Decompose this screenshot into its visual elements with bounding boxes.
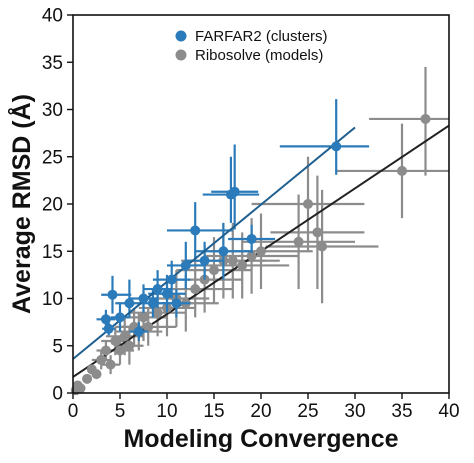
data-point [312, 227, 323, 238]
legend: FARFAR2 (clusters) Ribosolve (models) [175, 28, 328, 64]
y-tick-label: 15 [42, 242, 63, 263]
data-point [199, 255, 210, 266]
data-point [229, 186, 240, 197]
data-point [100, 345, 111, 356]
series-layer [70, 66, 450, 396]
x-tick-label: 10 [156, 401, 177, 422]
data-point [246, 233, 257, 244]
data-point [246, 250, 257, 261]
y-tick-label: 30 [42, 100, 63, 121]
x-tick-label: 30 [344, 401, 365, 422]
y-axis-ticks: 0 5 10 15 20 25 30 35 40 [42, 6, 73, 405]
x-axis-title: Modeling Convergence [123, 425, 398, 453]
data-point [162, 288, 172, 299]
x-tick-label: 0 [68, 401, 79, 422]
data-point [105, 359, 116, 370]
data-point [190, 284, 201, 295]
data-point [256, 246, 266, 257]
data-point [218, 246, 229, 257]
data-point [166, 274, 177, 285]
data-point [138, 293, 149, 304]
data-point [152, 284, 163, 295]
y-tick-label: 40 [42, 6, 63, 27]
legend-marker-farfar2 [175, 30, 187, 42]
x-tick-label: 20 [250, 401, 271, 422]
data-point [152, 307, 163, 318]
data-point [143, 321, 154, 332]
data-point [107, 289, 118, 300]
data-point [237, 260, 248, 271]
y-tick-label: 10 [42, 289, 63, 310]
data-point [91, 369, 102, 380]
data-point [100, 314, 111, 325]
data-point [331, 141, 342, 152]
x-tick-label: 40 [438, 401, 459, 422]
data-point [171, 298, 182, 309]
data-point [124, 298, 135, 309]
y-tick-label: 25 [42, 147, 63, 168]
data-point [227, 255, 238, 266]
data-point [317, 241, 328, 252]
y-tick-label: 35 [42, 53, 63, 74]
data-point [110, 336, 121, 347]
legend-label-ribosolve: Ribosolve (models) [195, 47, 323, 64]
data-point [115, 312, 125, 323]
data-point [190, 225, 201, 236]
data-point [75, 383, 86, 394]
y-axis-title: Average RMSD (Å) [7, 94, 36, 314]
x-axis-ticks: 0 5 10 15 20 25 30 35 40 [68, 393, 460, 422]
data-point [138, 312, 149, 323]
data-point [133, 326, 144, 337]
data-point [147, 298, 158, 309]
data-point [119, 331, 130, 342]
legend-label-farfar2: FARFAR2 (clusters) [195, 28, 328, 45]
data-point [420, 113, 431, 124]
data-point [82, 373, 93, 384]
points-farfar2 [100, 141, 342, 337]
data-point [103, 323, 114, 334]
y-tick-label: 20 [42, 195, 63, 216]
y-tick-label: 5 [52, 336, 63, 357]
data-point [293, 236, 304, 247]
series-farfar2 [72, 99, 370, 360]
x-tick-label: 15 [203, 401, 224, 422]
data-point [209, 265, 219, 276]
x-tick-label: 35 [391, 401, 412, 422]
x-tick-label: 25 [297, 401, 318, 422]
data-point [397, 165, 407, 176]
data-point [303, 199, 313, 209]
data-point [180, 260, 191, 271]
legend-marker-ribosolve [175, 49, 187, 61]
y-tick-label: 0 [52, 384, 63, 405]
x-tick-label: 5 [115, 401, 126, 422]
data-point [96, 354, 107, 365]
data-point [115, 345, 125, 356]
data-point [124, 340, 135, 351]
